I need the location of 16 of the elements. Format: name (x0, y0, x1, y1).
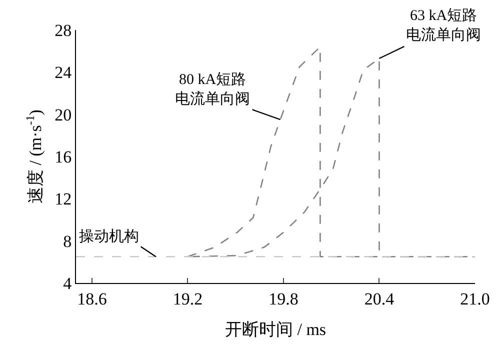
text: 63 kA短路电流单向阀 (406, 7, 481, 44)
x-tick-label: 19.8 (268, 289, 298, 308)
text: 80 kA短路电流单向阀 (175, 71, 250, 108)
x-tick-label: 21.0 (460, 289, 490, 308)
x-tick-label: 20.4 (364, 289, 395, 308)
y-tick-label: 12 (54, 190, 72, 209)
y-tick-label: 16 (54, 147, 72, 166)
y-tick-label: 20 (54, 105, 72, 124)
x-axis-title: 开断时间 / ms (224, 320, 326, 339)
y-tick-label: 24 (54, 63, 72, 82)
series-label: 操动机构 (79, 228, 139, 245)
y-tick-label: 4 (63, 274, 72, 293)
x-tick-label: 18.6 (77, 289, 107, 308)
x-tick-label: 19.2 (172, 289, 203, 308)
y-tick-label: 8 (63, 232, 72, 251)
y-tick-label: 28 (54, 20, 72, 40)
